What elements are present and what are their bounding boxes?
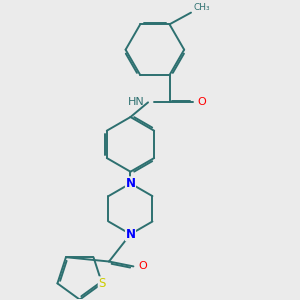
- Text: S: S: [98, 277, 106, 290]
- Text: CH₃: CH₃: [194, 3, 211, 12]
- Text: O: O: [198, 98, 207, 107]
- Text: HN: HN: [128, 98, 144, 107]
- Text: O: O: [138, 261, 147, 272]
- Text: N: N: [125, 228, 136, 241]
- Text: N: N: [125, 177, 136, 190]
